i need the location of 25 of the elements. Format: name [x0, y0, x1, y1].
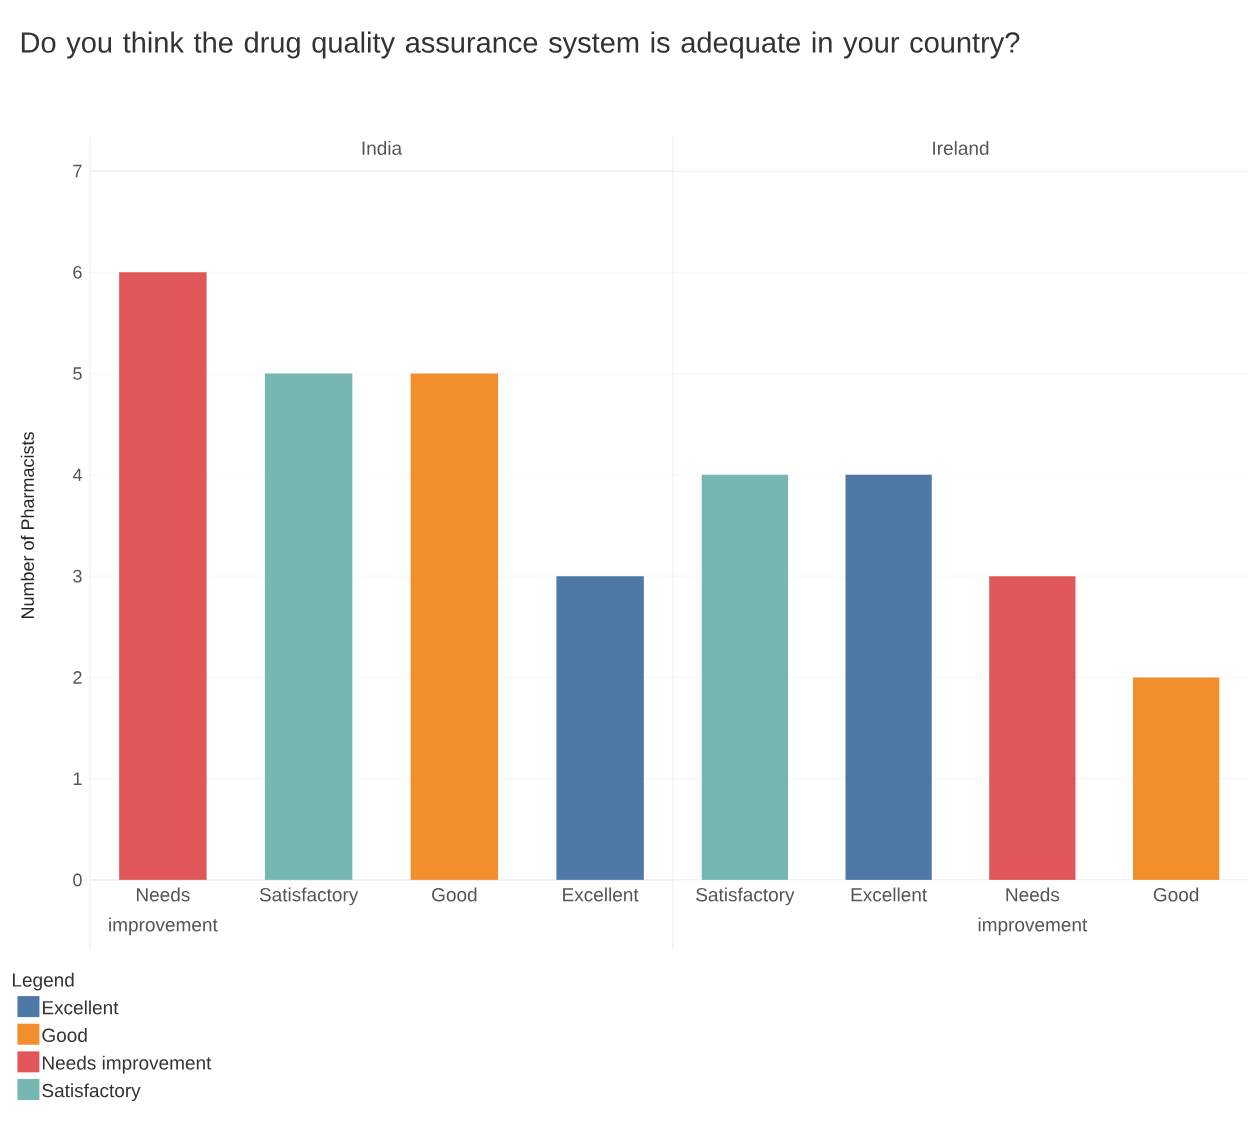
x-tick-label: Excellent — [563, 887, 639, 902]
y-tick-label: 5 — [73, 367, 82, 380]
legend-label: Excellent — [42, 1000, 119, 1015]
y-tick-label: 7 — [73, 164, 82, 178]
legend-label: Satisfactory — [42, 1083, 141, 1102]
y-tick-label: 6 — [73, 265, 82, 279]
y-axis-title: Number of Pharmacists — [20, 432, 34, 619]
legend-title: Legend — [12, 972, 74, 991]
x-tick-label: Good — [1153, 887, 1199, 902]
chart-subtitle: Ireland — [933, 141, 989, 155]
x-tick-label: Satisfactory — [696, 887, 795, 906]
x-tick-label: Good — [432, 887, 477, 902]
legend-label: Needs improvement — [42, 1055, 212, 1074]
x-tick-label: Satisfactory — [259, 887, 359, 906]
y-tick-label: 2 — [73, 671, 82, 684]
x-tick-label: Excellent — [851, 887, 928, 902]
y-tick-label: 3 — [73, 569, 82, 583]
x-tick-label: Needs improvement — [978, 887, 1088, 936]
chart-subtitle: India — [362, 141, 403, 155]
y-tick-label: 1 — [73, 772, 82, 785]
x-tick-label: Needs improvement — [109, 887, 218, 936]
y-tick-label: 4 — [72, 468, 82, 482]
y-tick-label: 0 — [73, 873, 82, 887]
legend-label: Good — [42, 1028, 87, 1043]
chart-title: Do you think the drug quality assurance system is adequate in your country? — [21, 31, 1020, 59]
